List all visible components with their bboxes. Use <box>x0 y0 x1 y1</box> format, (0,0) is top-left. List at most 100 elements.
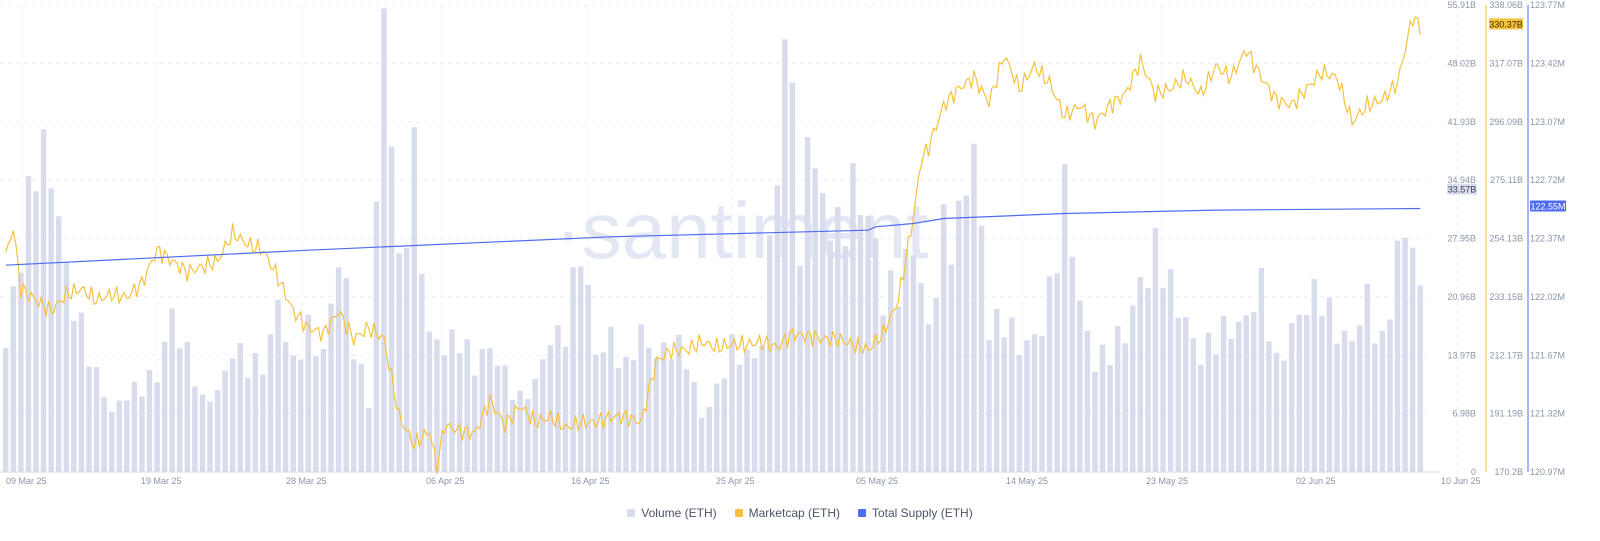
volume-bar <box>895 306 902 472</box>
volume-bar <box>426 331 433 472</box>
volume-bar <box>335 267 342 472</box>
volume-bar <box>1258 267 1265 472</box>
volume-bar <box>1167 269 1174 472</box>
volume-bar <box>804 137 811 472</box>
volume-bar <box>986 340 992 472</box>
volume-bar <box>819 193 826 473</box>
volume-bar <box>547 345 554 472</box>
volume-bar <box>1311 279 1318 472</box>
volume-bar <box>78 312 85 472</box>
marketcap-tick-label: 254.13B <box>1489 234 1523 244</box>
volume-bar <box>940 204 947 473</box>
supply-tick-label: 122.02M <box>1530 292 1565 302</box>
volume-bar <box>1402 237 1408 472</box>
volume-bar <box>1349 341 1355 472</box>
volume-bar <box>524 398 531 472</box>
volume-bar <box>131 381 138 472</box>
supply-current-label-bg <box>1530 200 1566 212</box>
x-tick-label: 09 Mar 25 <box>6 476 47 486</box>
volume-bar <box>199 394 206 472</box>
volume-bar <box>48 188 54 472</box>
marketcap-tick-label: 212.17B <box>1489 350 1523 360</box>
volume-bar <box>827 240 833 472</box>
volume-bar <box>456 353 463 472</box>
volume-bar <box>449 329 455 472</box>
volume-bar <box>33 191 39 472</box>
x-tick-label: 23 May 25 <box>1146 476 1188 486</box>
volume-bar <box>275 299 281 472</box>
volume-bar <box>812 168 818 472</box>
supply-line[interactable] <box>5 207 1421 266</box>
volume-bar <box>1372 343 1378 472</box>
marketcap-tick-label: 191.19B <box>1489 409 1523 419</box>
volume-bar <box>305 314 312 472</box>
volume-tick-label: 48.02B <box>1447 58 1476 68</box>
volume-bar <box>63 262 70 472</box>
volume-bar <box>350 359 357 472</box>
marketcap-tick-label: 233.15B <box>1489 292 1523 302</box>
legend-item-supply[interactable]: Total Supply (ETH) <box>858 506 973 520</box>
volume-bar <box>910 255 917 472</box>
legend-item-volume[interactable]: Volume (ETH) <box>627 506 717 520</box>
volume-bar <box>494 365 501 472</box>
volume-bar <box>358 364 365 472</box>
supply-tick-label: 121.67M <box>1530 350 1565 360</box>
volume-bar <box>320 348 327 472</box>
volume-tick-label: 13.97B <box>1447 350 1476 360</box>
volume-bar <box>328 303 334 472</box>
volume-bar <box>1213 354 1219 472</box>
volume-bar <box>237 343 243 472</box>
volume-bar <box>751 358 758 472</box>
volume-bar <box>1114 326 1121 472</box>
legend-item-marketcap[interactable]: Marketcap (ETH) <box>734 506 840 520</box>
volume-bar <box>948 264 954 472</box>
volume-bar <box>1379 330 1386 472</box>
volume-bar <box>25 176 32 472</box>
volume-bar <box>562 346 569 472</box>
volume-bar <box>1016 355 1023 472</box>
volume-bar <box>1235 321 1242 472</box>
volume-bar <box>706 406 712 472</box>
volume-bar <box>509 399 516 472</box>
volume-bar <box>1296 314 1302 472</box>
marketcap-tick-label: 170.2B <box>1494 467 1523 477</box>
marketcap-line[interactable] <box>5 16 1421 475</box>
volume-bar <box>767 235 773 472</box>
volume-bar <box>139 396 145 472</box>
volume-bar <box>1334 343 1340 472</box>
volume-tick-label: 6.98B <box>1452 409 1476 419</box>
volume-bar <box>1326 297 1333 472</box>
x-tick-label: 14 May 25 <box>1006 476 1048 486</box>
volume-bar <box>608 326 614 472</box>
volume-bar <box>1084 330 1091 472</box>
volume-bar <box>441 355 448 472</box>
volume-bar <box>169 308 175 472</box>
volume-bar <box>661 342 667 472</box>
supply-tick-label: 122.72M <box>1530 175 1565 185</box>
volume-bar <box>298 359 304 472</box>
volume-current-label-bg <box>1447 183 1477 195</box>
volume-bar <box>1092 371 1098 472</box>
volume-bar <box>714 383 720 472</box>
volume-bar <box>108 411 115 472</box>
volume-bar <box>615 367 622 472</box>
volume-bar <box>1009 317 1015 472</box>
volume-bar <box>1205 332 1212 472</box>
volume-bar <box>683 369 690 472</box>
legend-swatch-volume <box>627 509 636 517</box>
volume-bar <box>1130 305 1136 472</box>
volume-bar <box>419 273 425 472</box>
volume-bar <box>1266 341 1272 472</box>
supply-tick-label: 122.37M <box>1530 234 1565 244</box>
volume-bar <box>184 341 191 472</box>
volume-bar <box>918 283 924 472</box>
x-tick-label: 02 Jun 25 <box>1296 476 1336 486</box>
volume-bar <box>570 267 576 472</box>
volume-bar <box>214 390 221 472</box>
volume-bar <box>653 358 659 472</box>
volume-bar <box>638 324 644 472</box>
volume-bar <box>472 375 478 472</box>
volume-bar <box>93 366 100 472</box>
volume-bar <box>373 201 380 472</box>
